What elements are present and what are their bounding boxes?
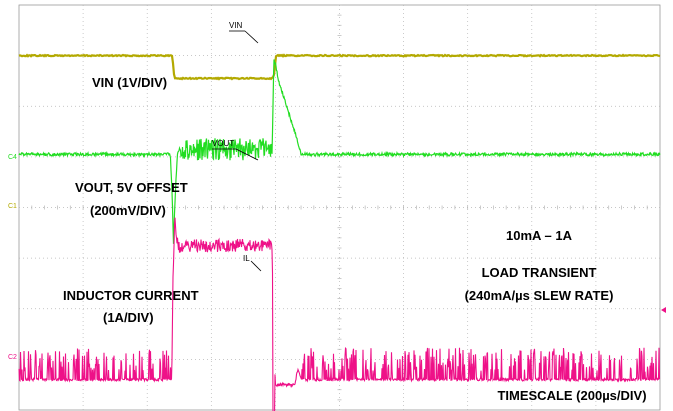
trigger-level-marker bbox=[661, 307, 666, 313]
vin-marker-pointer bbox=[244, 30, 259, 44]
vout-marker-pointer bbox=[235, 148, 259, 161]
load-transient-label: LOAD TRANSIENT bbox=[482, 265, 597, 280]
channel-marker-c2: C2 bbox=[8, 354, 17, 361]
vout-scale-label: (200mV/DIV) bbox=[90, 203, 166, 218]
timescale-label: TIMESCALE (200µs/DIV) bbox=[497, 388, 646, 403]
channel-marker-c4: C4 bbox=[8, 154, 17, 161]
trace-vin bbox=[18, 53, 661, 81]
load-step-range-label: 10mA – 1A bbox=[506, 228, 573, 243]
vout-offset-label: VOUT, 5V OFFSET bbox=[75, 180, 188, 195]
vin-trace-marker: VIN bbox=[229, 21, 243, 30]
il-trace-marker: IL bbox=[243, 254, 250, 263]
trace-vout bbox=[18, 59, 661, 244]
il-marker-leader bbox=[250, 260, 262, 272]
vout-trace-marker: VOUT bbox=[212, 139, 234, 148]
trace-inductor-current bbox=[18, 217, 661, 411]
slew-rate-label: (240mA/µs SLEW RATE) bbox=[465, 288, 614, 303]
il-scale-label: (1A/DIV) bbox=[103, 310, 154, 325]
vin-scale-label: VIN (1V/DIV) bbox=[92, 75, 167, 90]
il-title-label: INDUCTOR CURRENT bbox=[63, 288, 199, 303]
traces bbox=[18, 53, 661, 411]
channel-marker-c1: C1 bbox=[8, 203, 17, 210]
